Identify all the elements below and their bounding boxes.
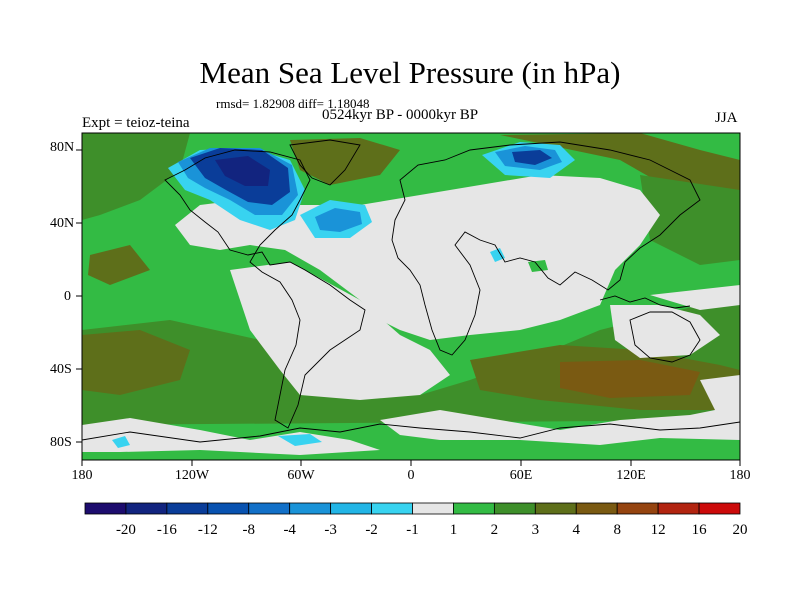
lat-label-equator: 0 (64, 289, 71, 304)
experiment-label: Expt = teioz-teina (82, 115, 190, 131)
field-neutral-australia (610, 305, 720, 358)
colorbar-label: -12 (197, 522, 218, 538)
lat-label-40s: 40S (50, 362, 72, 377)
field-north-america-darkblue (215, 156, 270, 186)
coast-greenland (289, 139, 361, 186)
colorbar-label: -8 (242, 522, 256, 538)
coast-antarctica (82, 421, 740, 443)
lat-label-80s: 80S (50, 435, 72, 450)
colorbar-label: 4 (572, 522, 581, 538)
colorbar-swatch (125, 502, 168, 515)
colorbar-label: -1 (406, 522, 419, 538)
colorbar-swatch (616, 502, 659, 515)
axis-ticks (76, 149, 741, 466)
coast-eurasia-africa (391, 141, 701, 356)
lon-label-180e: 180 (729, 468, 751, 483)
lat-label-80n: 80N (50, 140, 75, 155)
season-label: JJA (715, 110, 738, 126)
colorbar-label: -16 (156, 522, 177, 538)
field-south-pacific-olive (82, 330, 190, 395)
colorbar-swatch (453, 502, 495, 515)
colorbar-label: 1 (449, 522, 458, 538)
field-greenland-olive (290, 138, 400, 185)
lon-label-180w: 180 (71, 468, 93, 483)
field-northwest-pacific-olive (640, 175, 740, 265)
colorbar-swatch (534, 502, 577, 515)
colorbar-swatch (657, 502, 700, 515)
lon-label-0: 0 (407, 468, 415, 483)
map-title: Mean Sea Level Pressure (in hPa) (199, 55, 621, 90)
colorbar-label: 8 (613, 522, 621, 538)
lat-label-40n: 40N (50, 216, 75, 231)
colorbar-swatch (412, 502, 454, 515)
lon-label-60e: 60E (509, 468, 533, 483)
colorbar-swatch (371, 502, 413, 515)
colorbar-label: 12 (650, 522, 666, 538)
colorbar-label: 20 (732, 522, 748, 538)
pressure-field (82, 133, 740, 460)
field-north-atlantic-lightblue (315, 208, 362, 232)
colorbar-swatch (575, 502, 618, 515)
coast-indonesia (599, 295, 691, 309)
colorbar (84, 502, 741, 515)
colorbar-label: -2 (365, 522, 378, 538)
colorbar-swatch (248, 502, 291, 515)
field-arabia-cyan (490, 248, 505, 262)
colorbar-swatch (84, 502, 127, 515)
field-neutral-antarctic-left (82, 418, 380, 455)
colorbar-label: -20 (115, 522, 136, 538)
field-neutral-east-pacific (650, 285, 740, 310)
field-siberia-blue (512, 150, 552, 165)
field-north-pacific-green (82, 133, 190, 220)
lon-label-60w: 60W (287, 468, 315, 483)
colorbar-swatch (166, 502, 209, 515)
colorbar-label: 2 (490, 522, 499, 538)
coastlines (82, 139, 740, 443)
colorbar-label: 16 (691, 522, 707, 538)
colorbar-swatch (207, 502, 250, 515)
field-north-atlantic-olive (500, 133, 740, 230)
field-central-pacific-olive (88, 245, 150, 285)
colorbar-swatch (289, 502, 332, 515)
colorbar-label: -4 (283, 522, 296, 538)
lon-label-120e: 120E (616, 468, 646, 483)
lon-label-120w: 120W (174, 468, 210, 483)
coast-australia (629, 311, 701, 363)
field-antarctic-cyan-1 (112, 436, 130, 448)
field-neutral-southeast-pacific (700, 375, 740, 420)
coast-north-america (164, 149, 366, 429)
colorbar-swatch (698, 502, 741, 515)
field-south-indian-brown (560, 360, 700, 398)
field-antarctic-cyan-2 (278, 434, 322, 446)
period-label: 0524kyr BP - 0000kyr BP (322, 107, 479, 123)
colorbar-label: 3 (531, 522, 540, 538)
rmsd-diff-stats: rmsd= 1.82908 diff= 1.18048 (216, 96, 370, 111)
field-neutral-antarctic-right (380, 405, 740, 445)
colorbar-swatch (330, 502, 372, 515)
field-neutral-south-america (230, 262, 450, 400)
colorbar-swatch (493, 502, 536, 515)
colorbar-label: -3 (324, 522, 337, 538)
